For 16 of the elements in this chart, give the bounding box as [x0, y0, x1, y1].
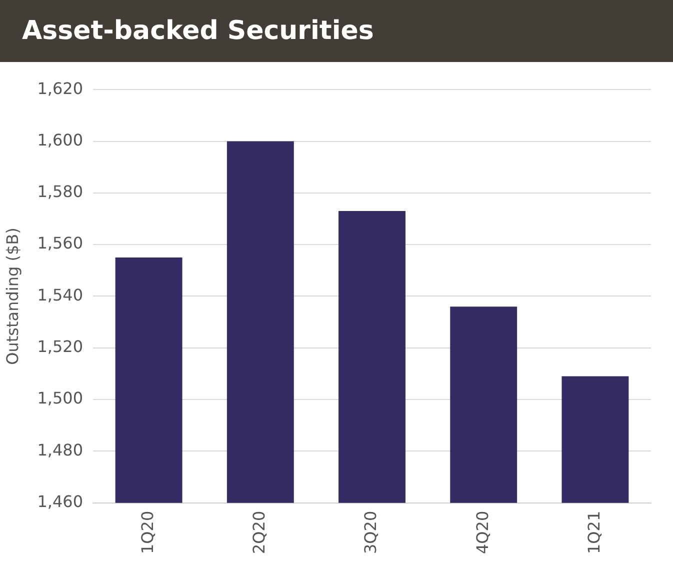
x-tick-label: 4Q20	[472, 510, 492, 554]
x-tick-label: 1Q21	[584, 510, 604, 554]
y-tick-label: 1,540	[37, 285, 84, 304]
y-tick-label: 1,600	[37, 130, 84, 150]
y-tick-label: 1,620	[37, 78, 84, 98]
y-tick-label: 1,520	[37, 337, 84, 356]
y-tick-label: 1,580	[37, 182, 84, 202]
y-axis-title: Outstanding ($B)	[2, 228, 22, 365]
y-tick-label: 1,500	[37, 388, 84, 408]
y-tick-label: 1,480	[37, 440, 84, 460]
x-tick-label: 3Q20	[361, 510, 380, 554]
x-tick-label: 2Q20	[250, 510, 269, 554]
chart-title: Asset-backed Securities	[0, 0, 673, 62]
y-tick-label: 1,560	[37, 234, 84, 253]
x-tick-label: 1Q20	[138, 510, 157, 554]
y-tick-label: 1,460	[37, 492, 84, 512]
